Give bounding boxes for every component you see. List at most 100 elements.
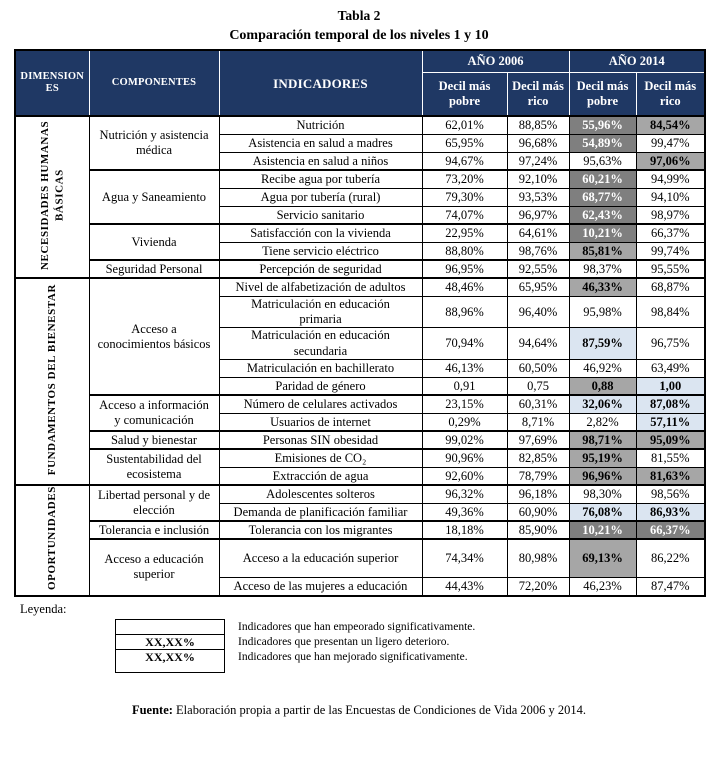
indicator-cell: Extracción de agua (218, 466, 423, 486)
value-2006-rich: 60,90% (506, 502, 570, 522)
value-2014-poor: 46,23% (568, 577, 637, 597)
table-row: Matriculación en educación secundaria 70,… (15, 327, 706, 360)
value-2006-poor: 0,91 (421, 376, 508, 396)
header-indicadores: INDICADORES (218, 49, 423, 117)
value-2006-rich: 78,79% (506, 466, 570, 486)
value-2006-rich: 88,85% (506, 115, 570, 135)
value-2006-rich: 93,53% (506, 187, 570, 207)
value-2006-poor: 0,29% (421, 412, 508, 432)
value-2006-poor: 96,32% (421, 484, 508, 504)
component-cell: Vivienda (88, 223, 220, 261)
table-row: Acceso de las mujeres a educación 44,43% 7… (15, 577, 706, 597)
value-2006-poor: 18,18% (421, 520, 508, 540)
indicator-cell: Recibe agua por tubería (218, 169, 423, 189)
source-note-label: Fuente: (131, 702, 173, 717)
indicator-cell: Percepción de seguridad (218, 259, 423, 279)
indicator-cell: Asistencia en salud a madres (218, 133, 423, 153)
value-2014-poor: 95,98% (568, 295, 637, 329)
table-row: Asistencia en salud a niños 94,67% 97,24% 9… (15, 151, 706, 171)
value-2014-rich: 87,47% (635, 577, 706, 597)
component-cell: Seguridad Personal (88, 259, 220, 279)
component-cell: Acceso a información y comunicación (88, 394, 220, 432)
table-row: Tolerancia e inclusión Tolerancia con los… (15, 520, 706, 540)
indicator-cell: Matriculación en educación secundaria (218, 327, 423, 360)
table-row: Tiene servicio eléctrico 88,80% 98,76% 85,8… (15, 241, 706, 261)
indicator-cell: Emisiones de CO₂ (218, 448, 423, 468)
page-title: Comparación temporal de los niveles 1 y … (229, 27, 489, 43)
value-2006-poor: 99,02% (421, 430, 508, 450)
value-2006-poor: 90,96% (421, 448, 508, 468)
component-cell: Nutrición y asistencia médica (88, 115, 220, 171)
component-cell: Sustentabilidad del ecosistema (88, 448, 220, 486)
legend-label: Leyenda: (20, 601, 67, 616)
value-2006-poor: 48,46% (421, 277, 508, 297)
value-2014-poor: 95,63% (568, 151, 637, 171)
source-note: Fuente: Elaboración propia a partir de l… (0, 703, 718, 718)
value-2006-rich: 72,20% (506, 577, 570, 597)
value-2014-rich: 66,37% (635, 520, 706, 540)
indicator-cell: Usuarios de internet (218, 412, 423, 432)
table-row: Demanda de planificación familiar 49,36% 6… (15, 502, 706, 522)
header-2014-decil-pobre: Decil más pobre (568, 71, 637, 117)
value-2006-poor: 70,94% (421, 327, 508, 360)
legend-item-better: XX,XX% Indicadores que han mejorado sign… (115, 648, 718, 665)
value-2006-rich: 85,90% (506, 520, 570, 540)
legend-text-worse: Indicadores que han empeorado significat… (238, 620, 476, 633)
table-row: Seguridad Personal Percepción de segurida… (15, 259, 706, 279)
indicator-cell: Número de celulares activados (218, 394, 423, 414)
value-2006-rich: 96,68% (506, 133, 570, 153)
value-2006-rich: 94,64% (506, 327, 570, 360)
indicator-cell: Tolerancia con los migrantes (218, 520, 423, 540)
indicator-cell: Nutrición (218, 115, 423, 135)
value-2014-rich: 94,10% (635, 187, 706, 207)
legend-swatch-better: XX,XX% (115, 648, 225, 665)
value-2014-rich: 96,75% (635, 327, 706, 360)
legend-item-slight: XX,XX% Indicadores que presentan un lige… (115, 633, 718, 650)
value-2006-poor: 73,20% (421, 169, 508, 189)
value-2014-rich: 87,08% (635, 394, 706, 414)
indicator-cell: Nivel de alfabetización de adultos (218, 277, 423, 297)
legend-swatch-slight: XX,XX% (115, 633, 225, 650)
table-row: Extracción de agua 92,60% 78,79% 96,96% 81,6… (15, 466, 706, 486)
indicator-cell: Paridad de género (218, 376, 423, 396)
indicator-cell: Adolescentes solteros (218, 484, 423, 504)
value-2006-rich: 98,76% (506, 241, 570, 261)
value-2006-rich: 80,98% (506, 538, 570, 579)
value-2006-rich: 92,10% (506, 169, 570, 189)
value-2014-rich: 68,87% (635, 277, 706, 297)
table-row: Sustentabilidad del ecosistema Emisiones … (15, 448, 706, 486)
value-2014-poor: 98,71% (568, 430, 637, 450)
value-2014-rich: 63,49% (635, 358, 706, 378)
legend-item-empty (115, 663, 718, 673)
value-2014-rich: 57,11% (635, 412, 706, 432)
indicator-cell: Personas SIN obesidad (218, 430, 423, 450)
value-2006-rich: 64,61% (506, 223, 570, 243)
value-2014-rich: 98,97% (635, 205, 706, 225)
table-row: Servicio sanitario 74,07% 96,97% 62,43% 98,9… (15, 205, 706, 225)
dimension-cell: NECESIDADES HUMANAS BÁSICAS (14, 115, 90, 279)
indicator-cell: Acceso a la educación superior (218, 538, 423, 579)
value-2014-poor: 0,88 (568, 376, 637, 396)
component-cell: Salud y bienestar (88, 430, 220, 450)
indicator-cell: Satisfacción con la vivienda (218, 223, 423, 243)
value-2006-poor: 74,07% (421, 205, 508, 225)
header-2014-decil-rico: Decil más rico (635, 71, 706, 117)
value-2014-rich: 1,00 (635, 376, 706, 396)
value-2014-rich: 94,99% (635, 169, 706, 189)
comparison-table: DIMENSIONES COMPONENTES INDICADORES AÑO … (14, 49, 706, 597)
value-2006-poor: 94,67% (421, 151, 508, 171)
value-2014-poor: 62,43% (568, 205, 637, 225)
table-body: NECESIDADES HUMANAS BÁSICAS Nutrición y a… (14, 115, 706, 597)
value-2014-poor: 69,13% (568, 538, 637, 579)
indicator-cell: Servicio sanitario (218, 205, 423, 225)
value-2006-poor: 44,43% (421, 577, 508, 597)
value-2006-poor: 74,34% (421, 538, 508, 579)
header-componentes: COMPONENTES (88, 49, 220, 117)
value-2014-rich: 95,09% (635, 430, 706, 450)
value-2014-rich: 81,55% (635, 448, 706, 468)
value-2006-rich: 96,40% (506, 295, 570, 329)
table-row: Salud y bienestar Personas SIN obesidad 99… (15, 430, 706, 450)
table-number: Tabla 2 (337, 8, 381, 23)
legend-text-slight: Indicadores que presentan un ligero dete… (238, 635, 450, 648)
value-2006-poor: 22,95% (421, 223, 508, 243)
